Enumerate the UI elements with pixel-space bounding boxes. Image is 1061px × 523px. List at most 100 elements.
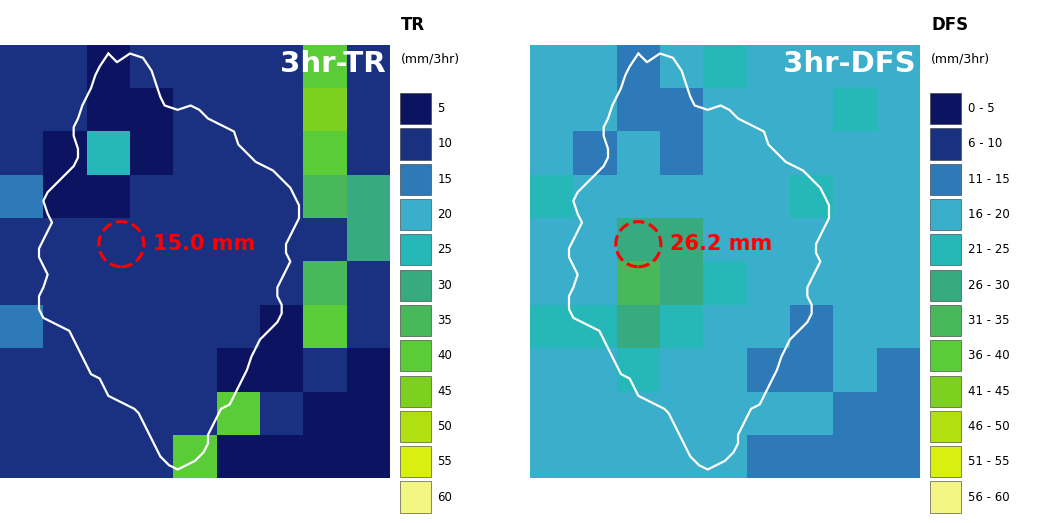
- Bar: [260, 392, 303, 435]
- Bar: [44, 262, 87, 305]
- Bar: [703, 348, 747, 392]
- Bar: [303, 88, 347, 131]
- Bar: [0, 348, 44, 392]
- Bar: [703, 435, 747, 478]
- Bar: [616, 45, 660, 88]
- Bar: [87, 218, 131, 262]
- Bar: [347, 45, 390, 88]
- Bar: [929, 482, 960, 513]
- Bar: [400, 411, 431, 442]
- Bar: [573, 435, 616, 478]
- Bar: [616, 218, 660, 262]
- Bar: [573, 131, 616, 175]
- Bar: [573, 218, 616, 262]
- Bar: [347, 175, 390, 218]
- Bar: [44, 392, 87, 435]
- Bar: [929, 376, 960, 407]
- Bar: [530, 348, 573, 392]
- Bar: [131, 88, 173, 131]
- Bar: [216, 175, 260, 218]
- Bar: [929, 340, 960, 371]
- Bar: [303, 218, 347, 262]
- Text: 20: 20: [437, 208, 452, 221]
- Bar: [876, 45, 920, 88]
- Bar: [747, 175, 790, 218]
- Bar: [703, 262, 747, 305]
- Text: 55: 55: [437, 455, 452, 468]
- Bar: [216, 392, 260, 435]
- Bar: [131, 348, 173, 392]
- Text: 15: 15: [437, 173, 452, 186]
- Text: 21 - 25: 21 - 25: [968, 243, 1009, 256]
- Bar: [87, 88, 131, 131]
- Bar: [530, 305, 573, 348]
- Bar: [347, 435, 390, 478]
- Bar: [131, 131, 173, 175]
- Text: 11 - 15: 11 - 15: [968, 173, 1009, 186]
- Text: 3hr-DFS: 3hr-DFS: [783, 50, 916, 78]
- Bar: [660, 45, 703, 88]
- Bar: [260, 305, 303, 348]
- Bar: [216, 45, 260, 88]
- Bar: [573, 45, 616, 88]
- Bar: [790, 175, 833, 218]
- Text: (mm/3hr): (mm/3hr): [401, 52, 460, 65]
- Bar: [703, 392, 747, 435]
- Text: 51 - 55: 51 - 55: [968, 455, 1009, 468]
- Bar: [573, 305, 616, 348]
- Bar: [216, 348, 260, 392]
- Bar: [660, 175, 703, 218]
- Text: 0 - 5: 0 - 5: [968, 102, 994, 115]
- Text: 60: 60: [437, 491, 452, 504]
- Bar: [0, 218, 44, 262]
- Bar: [173, 131, 216, 175]
- Bar: [876, 392, 920, 435]
- Bar: [876, 131, 920, 175]
- Bar: [747, 88, 790, 131]
- Bar: [260, 218, 303, 262]
- Bar: [400, 234, 431, 266]
- Bar: [747, 435, 790, 478]
- Bar: [173, 435, 216, 478]
- Text: 26 - 30: 26 - 30: [968, 279, 1009, 292]
- Bar: [400, 93, 431, 124]
- Bar: [660, 392, 703, 435]
- Bar: [660, 88, 703, 131]
- Bar: [44, 88, 87, 131]
- Bar: [616, 305, 660, 348]
- Bar: [703, 175, 747, 218]
- Bar: [131, 392, 173, 435]
- Bar: [573, 262, 616, 305]
- Bar: [833, 88, 876, 131]
- Bar: [400, 305, 431, 336]
- Bar: [790, 45, 833, 88]
- Bar: [87, 175, 131, 218]
- Bar: [929, 411, 960, 442]
- Bar: [260, 175, 303, 218]
- Text: 10: 10: [437, 138, 452, 151]
- Bar: [573, 392, 616, 435]
- Bar: [660, 305, 703, 348]
- Bar: [530, 131, 573, 175]
- Text: (mm/3hr): (mm/3hr): [932, 52, 990, 65]
- Bar: [703, 305, 747, 348]
- Text: DFS: DFS: [932, 16, 969, 33]
- Text: 46 - 50: 46 - 50: [968, 420, 1009, 433]
- Bar: [929, 446, 960, 477]
- Bar: [131, 218, 173, 262]
- Bar: [87, 392, 131, 435]
- Bar: [790, 435, 833, 478]
- Bar: [131, 175, 173, 218]
- Text: 16 - 20: 16 - 20: [968, 208, 1009, 221]
- Bar: [400, 199, 431, 230]
- Bar: [347, 348, 390, 392]
- Bar: [173, 262, 216, 305]
- Bar: [303, 435, 347, 478]
- Text: 6 - 10: 6 - 10: [968, 138, 1002, 151]
- Bar: [929, 270, 960, 301]
- Bar: [833, 392, 876, 435]
- Bar: [660, 218, 703, 262]
- Bar: [400, 376, 431, 407]
- Bar: [44, 175, 87, 218]
- Bar: [747, 218, 790, 262]
